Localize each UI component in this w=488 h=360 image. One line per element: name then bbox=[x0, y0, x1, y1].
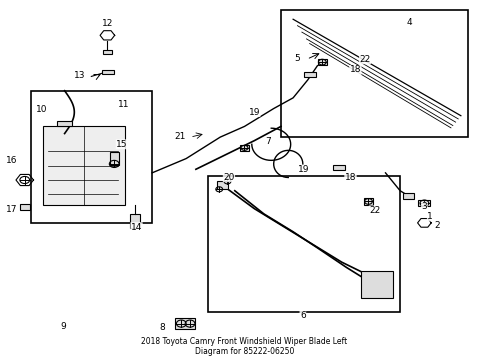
Bar bbox=[207, 176, 399, 312]
Text: 9: 9 bbox=[61, 322, 66, 331]
Bar bbox=[403, 193, 413, 199]
Bar bbox=[281, 10, 467, 137]
Bar bbox=[317, 59, 326, 65]
Bar bbox=[332, 165, 345, 170]
Text: 19: 19 bbox=[248, 108, 260, 117]
Bar bbox=[361, 271, 392, 298]
Text: 12: 12 bbox=[102, 19, 113, 28]
Bar bbox=[217, 181, 227, 189]
Bar bbox=[129, 214, 140, 228]
Bar bbox=[30, 91, 152, 223]
Text: 14: 14 bbox=[131, 222, 142, 231]
Bar bbox=[20, 204, 30, 210]
Text: 21: 21 bbox=[174, 132, 185, 141]
Text: 22: 22 bbox=[368, 206, 380, 215]
Text: 15: 15 bbox=[116, 140, 127, 149]
Text: 20: 20 bbox=[223, 173, 234, 182]
Text: 16: 16 bbox=[6, 156, 18, 165]
Text: 7: 7 bbox=[264, 137, 270, 146]
Text: 17: 17 bbox=[6, 205, 18, 214]
Text: 5: 5 bbox=[294, 54, 299, 63]
Text: 10: 10 bbox=[36, 105, 47, 114]
Bar bbox=[417, 200, 429, 206]
Text: 6: 6 bbox=[299, 311, 305, 320]
Text: 1: 1 bbox=[427, 212, 432, 221]
Bar bbox=[110, 152, 118, 165]
Bar bbox=[304, 72, 316, 77]
Text: 2018 Toyota Camry Front Windshield Wiper Blade Left
Diagram for 85222-06250: 2018 Toyota Camry Front Windshield Wiper… bbox=[141, 337, 347, 356]
Bar bbox=[103, 50, 112, 54]
Text: 19: 19 bbox=[298, 166, 309, 175]
Bar bbox=[364, 198, 372, 204]
Text: 11: 11 bbox=[118, 100, 129, 109]
Bar bbox=[42, 126, 125, 205]
Text: 13: 13 bbox=[74, 71, 86, 80]
Bar bbox=[102, 70, 114, 75]
Text: 18: 18 bbox=[349, 66, 360, 75]
Text: 22: 22 bbox=[359, 55, 370, 64]
Bar bbox=[239, 145, 249, 151]
Text: 3: 3 bbox=[421, 202, 427, 211]
Text: 8: 8 bbox=[159, 323, 164, 332]
Text: 18: 18 bbox=[344, 173, 356, 182]
Text: 4: 4 bbox=[406, 18, 412, 27]
Bar bbox=[175, 318, 195, 329]
Text: 2: 2 bbox=[434, 221, 439, 230]
Bar bbox=[57, 121, 72, 126]
